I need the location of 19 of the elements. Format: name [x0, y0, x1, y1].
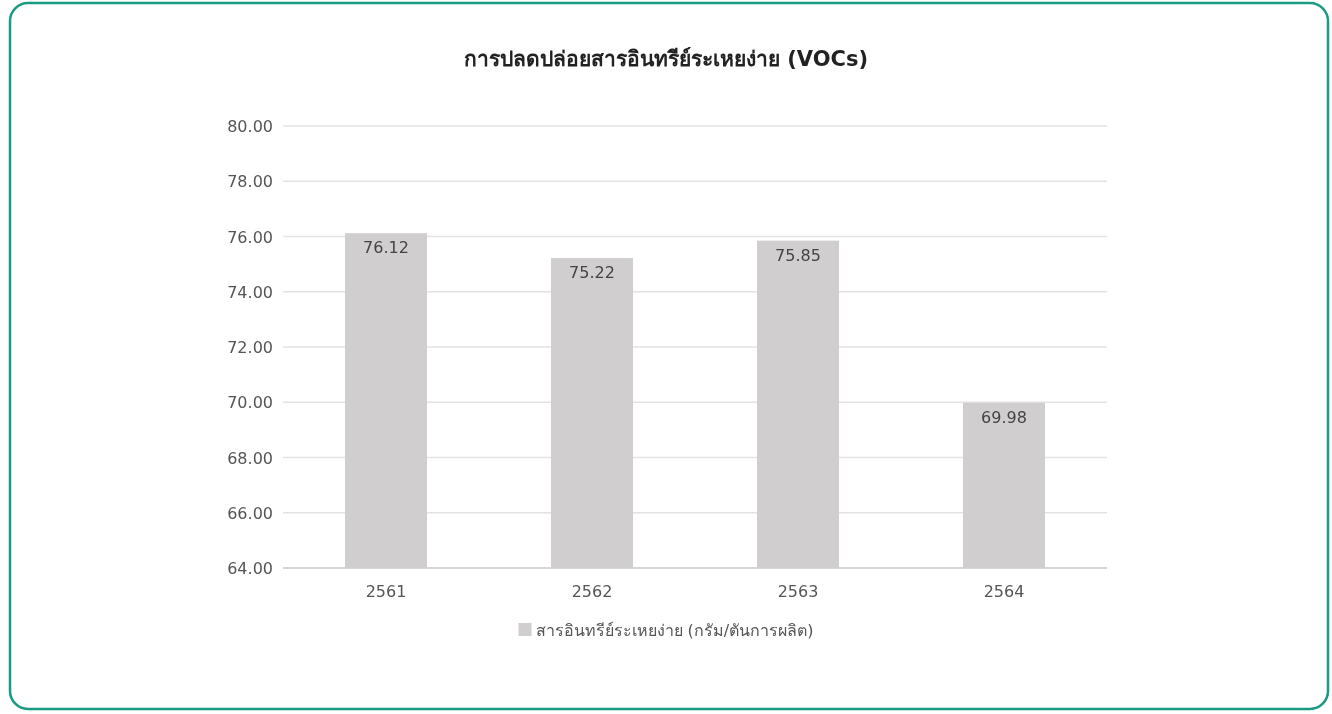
y-tick-label: 72.00 [227, 338, 273, 357]
data-label: 75.22 [569, 263, 615, 283]
y-tick-label: 78.00 [227, 172, 273, 192]
x-tick-label: 2562 [571, 582, 613, 601]
y-tick-label: 64.00 [227, 559, 273, 578]
data-label: 76.12 [363, 238, 409, 258]
y-tick-label: 68.00 [227, 448, 273, 468]
y-tick-label: 74.00 [227, 282, 273, 302]
chart-title: การปลดปล่อยสารอินทรีย์ระเหยง่าย (VOCs) [463, 47, 869, 71]
legend-label: สารอินทรีย์ระเหยง่าย (กรัม/ตันการผลิต) [535, 621, 814, 640]
x-tick-label: 2564 [983, 582, 1025, 601]
y-tick-label: 70.00 [227, 393, 273, 413]
data-label: 69.98 [981, 407, 1027, 427]
data-label: 75.85 [775, 245, 821, 265]
y-tick-label: 80.00 [227, 117, 273, 136]
x-tick-label: 2563 [777, 582, 819, 601]
y-tick-label: 66.00 [227, 503, 273, 523]
x-tick-label: 2561 [365, 582, 407, 601]
y-tick-label: 76.00 [227, 227, 273, 247]
